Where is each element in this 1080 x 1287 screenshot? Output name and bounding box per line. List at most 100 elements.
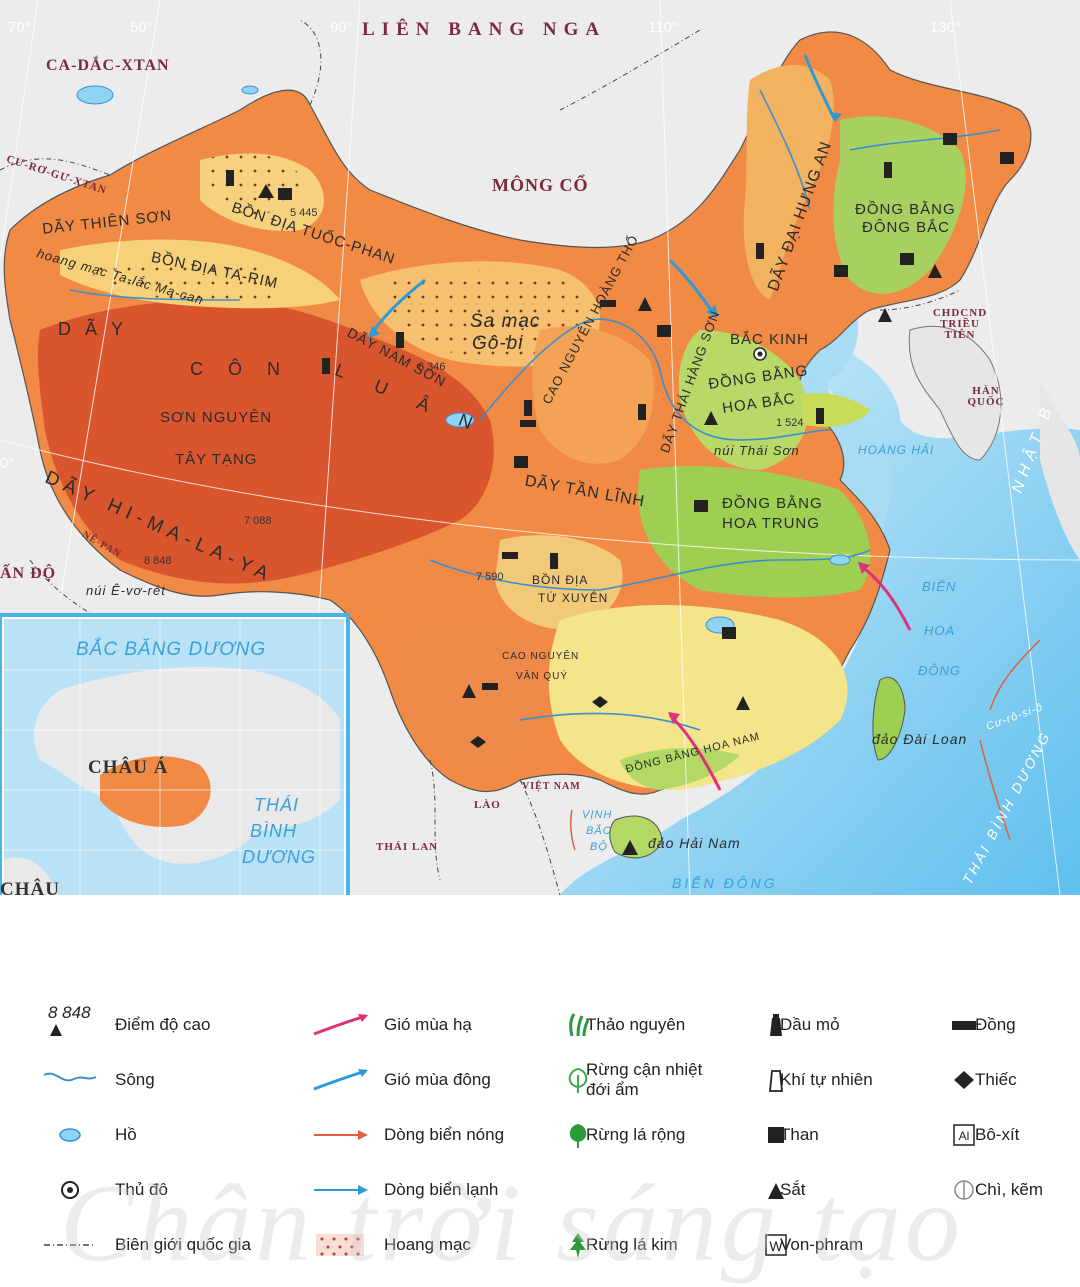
country-russia: LIÊN BANG NGA <box>362 19 607 40</box>
legend-label-cold-current: Dòng biển lạnh <box>384 1180 499 1199</box>
capital-beijing-marker <box>753 347 767 361</box>
coal-icon <box>746 1120 806 1155</box>
elevation-point-icon <box>40 1010 100 1045</box>
tibet-plateau <box>37 300 494 584</box>
country-north-korea: CHDCND TRIỀU TIÊN <box>932 307 988 341</box>
country-south-korea: HÀN QUỐC <box>967 385 1005 408</box>
peak-7088: 7 088 <box>244 515 272 527</box>
label-sn-tay-tang-1: SƠN NGUYÊN <box>160 409 273 426</box>
peak-8848: 8 848 <box>144 555 172 567</box>
summer-monsoon-icon <box>310 1010 370 1045</box>
legend-label-warm-current: Dòng biển nóng <box>384 1125 505 1144</box>
sea-vinh-2: BẮC <box>586 825 612 837</box>
river-icon <box>40 1065 100 1100</box>
oil-icon <box>746 1010 806 1045</box>
broadleaf-forest-icon <box>548 1120 608 1155</box>
dzungaria-desert-pattern <box>200 153 300 215</box>
iron-icon <box>746 1175 806 1210</box>
label-db-hoa-trung-1: ĐỒNG BẰNG <box>722 495 823 512</box>
country-india: ẤN ĐỘ <box>0 565 57 582</box>
pacific-ocean <box>560 330 1080 895</box>
da-hinggan <box>743 65 834 300</box>
northeast-plain <box>833 116 966 294</box>
legend-label-conifer-forest: Rừng lá kim <box>586 1235 678 1254</box>
inset-china <box>100 756 211 828</box>
label-tu-xuyen-1: BỒN ĐỊA <box>532 573 589 587</box>
lead-zinc-icon <box>934 1175 994 1210</box>
winter-monsoon-icon <box>310 1065 370 1100</box>
country-laos: LÀO <box>474 799 501 811</box>
inset-bac-bang-duong: BẮC BĂNG DƯƠNG <box>76 639 267 660</box>
svg-text:W: W <box>769 1238 783 1254</box>
desert-icon <box>310 1230 370 1265</box>
central-china-plain <box>638 466 871 598</box>
inset-tbd-3: DƯƠNG <box>242 847 316 867</box>
borders <box>0 19 961 895</box>
taiwan-island <box>872 677 906 761</box>
legend-label-bauxite: Bô-xít <box>975 1125 1020 1144</box>
legend-label-natural-gas: Khí tự nhiên <box>780 1070 873 1089</box>
legend-label-elevation-point: Điểm độ cao <box>115 1015 211 1034</box>
lon-90: 90° <box>330 19 353 36</box>
capital-icon <box>40 1175 100 1210</box>
legend-label-lake: Hồ <box>115 1125 137 1144</box>
label-db-dong-bac-1: ĐỒNG BẰNG <box>855 201 956 218</box>
sea-vinh-3: BỘ <box>590 841 608 853</box>
inset-tbd-2: BÌNH <box>250 821 298 841</box>
conifer-forest-icon <box>548 1230 608 1265</box>
lon-70: 70° <box>8 19 31 36</box>
legend-sample-elevation: 8 848 <box>48 1003 91 1022</box>
legend-label-capital: Thủ đô <box>115 1180 168 1199</box>
tungsten-icon: W <box>746 1230 806 1265</box>
inset-chau-a: CHÂU Á <box>88 757 169 778</box>
label-con-luan: C Ô N <box>190 359 291 379</box>
monsoon-arrowheads <box>368 112 870 724</box>
copper-icon <box>934 1010 994 1045</box>
south-china-hills <box>548 605 848 790</box>
legend-label-desert: Hoang mạc <box>384 1235 471 1254</box>
map-canvas <box>0 0 1080 895</box>
lake-icon <box>40 1120 100 1155</box>
label-hai-nam: đảo Hải Nam <box>648 835 741 851</box>
country-vietnam: VIỆT NAM <box>522 781 581 792</box>
label-sn-tay-tang-2: TÂY TẠNG <box>175 451 258 468</box>
inset-tbd-1: THÁI <box>254 795 300 815</box>
label-thai-son: núi Thái Sơn <box>714 443 800 458</box>
inset-chau-phi-1: CHÂU <box>0 879 60 895</box>
legend-label-subtropical-forest: Rừng cận nhiệt đới ẩm <box>586 1060 703 1099</box>
korea-peninsula <box>908 325 1002 461</box>
inset-map <box>0 613 350 895</box>
warm-current-icon <box>310 1120 370 1155</box>
peak-7590: 7 590 <box>476 571 504 583</box>
label-db-hoa-trung-2: HOA TRUNG <box>722 515 820 532</box>
label-dai-loan: đảo Đài Loan <box>872 731 968 747</box>
label-van-quy-1: CAO NGUYÊN <box>502 651 580 662</box>
legend-label-tungsten: Von-phram <box>780 1235 864 1254</box>
label-gobi-2: Gô-bi <box>472 333 524 354</box>
legend-label-copper: Đồng <box>975 1015 1016 1034</box>
legend-label-iron: Sắt <box>780 1180 806 1199</box>
country-mongolia: MÔNG CỔ <box>492 175 589 195</box>
label-everest: núi Ê-vơ-rét <box>86 583 166 598</box>
map-minerals <box>226 133 1014 855</box>
taklamakan-pattern <box>90 257 281 302</box>
gobi-desert-pattern <box>380 269 584 358</box>
sea-vinh-1: VỊNH <box>582 809 613 821</box>
south-china-plain <box>620 748 740 790</box>
legend-label-coal: Than <box>780 1125 819 1144</box>
legend-label-oil: Dầu mỏ <box>780 1015 840 1034</box>
natural-gas-icon <box>746 1065 806 1100</box>
peak-6346: 6 346 <box>418 361 446 373</box>
legend-label-grassland: Thảo nguyên <box>586 1015 686 1034</box>
cold-current-icon <box>310 1175 370 1210</box>
hainan-island <box>609 815 663 859</box>
sea-hoa-dong-1: BIỂN <box>922 579 957 594</box>
label-bac-kinh: BẮC KINH <box>730 331 809 348</box>
rivers <box>69 89 1001 731</box>
legend-label-border: Biên giới quốc gia <box>115 1235 251 1254</box>
japan-edge <box>1040 380 1080 560</box>
subtropical-forest-icon <box>548 1065 608 1100</box>
china-natural-map: 70° 50° 90° 110° 130° 0° LIÊN BANG NGA C… <box>0 0 1080 895</box>
loess-plateau <box>532 326 654 464</box>
legend-label-summer-monsoon: Gió mùa hạ <box>384 1015 472 1034</box>
